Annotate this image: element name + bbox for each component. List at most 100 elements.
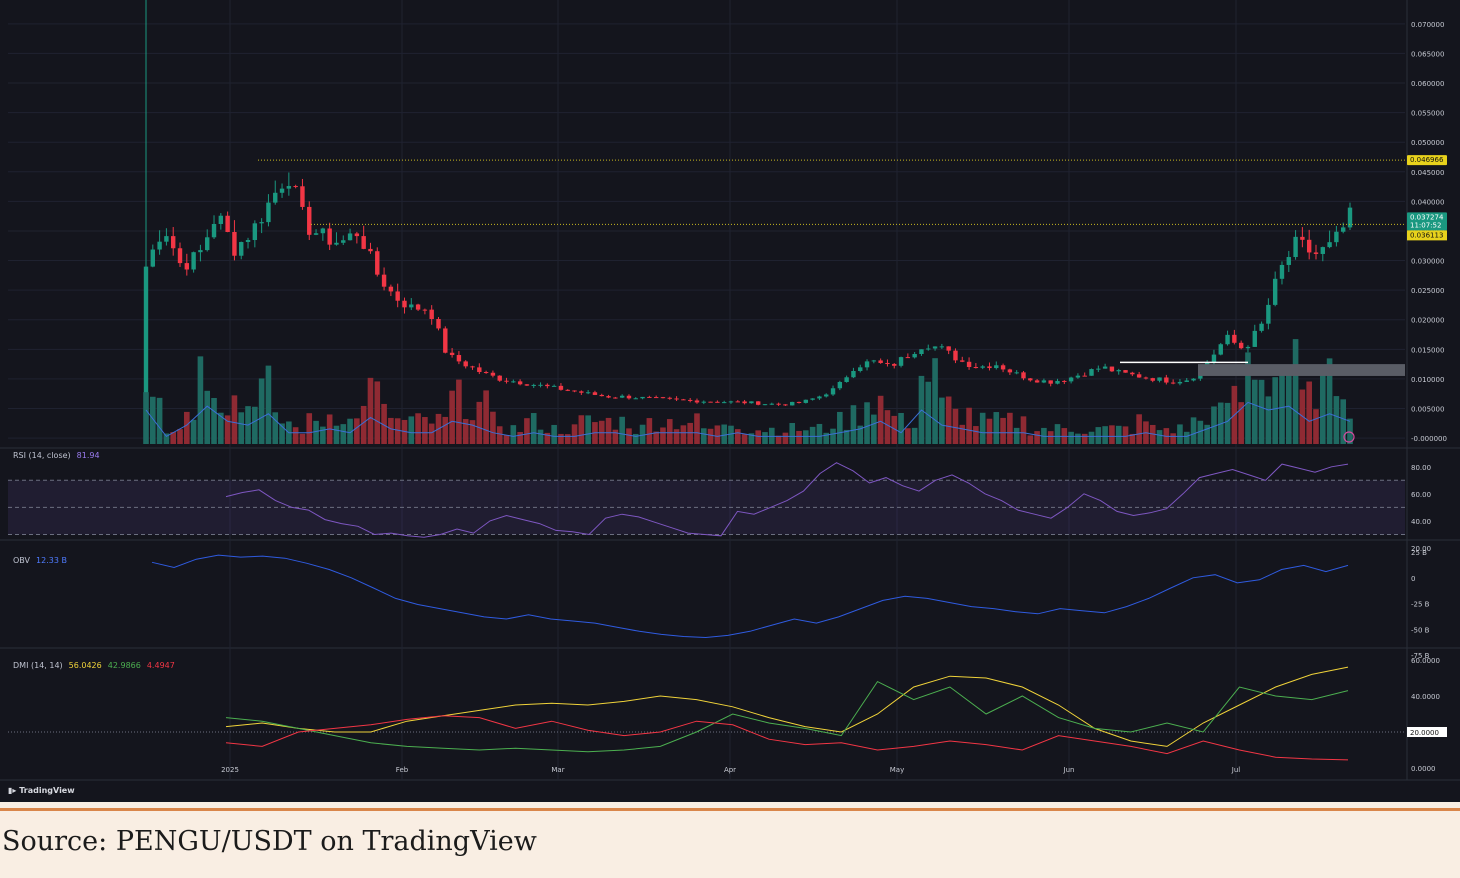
volume-bar	[714, 425, 721, 444]
volume-bar	[190, 419, 197, 444]
candle-body	[1177, 381, 1183, 384]
volume-bar	[694, 413, 700, 444]
volume-bar	[646, 418, 653, 444]
rsi-tick-label: 40.00	[1411, 518, 1431, 526]
candle-body	[885, 362, 890, 364]
volume-bar	[857, 425, 864, 444]
candle-body	[599, 394, 604, 397]
candle-body	[1327, 242, 1332, 248]
source-caption: Source: PENGU/USDT on TradingView	[2, 826, 537, 857]
volume-bar	[442, 416, 449, 444]
volume-bar	[367, 377, 374, 444]
volume-bar	[1306, 381, 1312, 444]
candle-body	[409, 304, 414, 308]
candle-body	[721, 402, 727, 404]
volume-bar	[204, 390, 211, 444]
candle-body	[1000, 365, 1006, 370]
candle-body	[640, 396, 645, 399]
volume-bar	[979, 412, 986, 444]
dmi-minus-value: 4.4947	[146, 661, 175, 670]
volume-bar	[1027, 435, 1034, 444]
candle-body	[449, 352, 455, 356]
volume-bar	[707, 428, 714, 444]
candle-body	[1116, 370, 1121, 372]
volume-bar	[551, 424, 557, 444]
volume-bar	[612, 429, 619, 444]
candle-body	[1238, 342, 1244, 349]
volume-bar	[360, 405, 367, 444]
volume-bar	[408, 416, 415, 444]
volume-bar	[762, 432, 768, 444]
volume-bar	[1020, 416, 1027, 444]
candle-body	[381, 274, 387, 287]
candle-body	[1075, 375, 1081, 378]
volume-bar	[1333, 396, 1340, 444]
candle-body	[585, 392, 591, 394]
volume-bar	[252, 406, 258, 444]
volume-bar	[755, 430, 762, 444]
candle-body	[1068, 377, 1074, 382]
candle-body	[667, 397, 672, 399]
candle-body	[1109, 366, 1115, 372]
candle-body	[592, 392, 598, 395]
support-price-tag-bg	[1407, 230, 1447, 241]
candle-body	[892, 363, 897, 366]
candle-body	[687, 399, 693, 401]
dmi-tick-label: 60.0000	[1411, 657, 1440, 665]
volume-bar	[490, 411, 496, 444]
candle-body	[1164, 377, 1169, 383]
candle-body	[1021, 372, 1026, 379]
candle-body	[415, 304, 421, 310]
volume-bar	[510, 425, 517, 444]
volume-bar	[238, 412, 245, 444]
tradingview-logo[interactable]: ▮▸ TradingView	[8, 786, 75, 795]
volume-bar	[660, 427, 666, 444]
support-price-tag: 0.036113	[1410, 231, 1443, 239]
volume-bar	[1088, 431, 1095, 444]
candle-body	[1041, 380, 1047, 383]
volume-bar	[1224, 402, 1231, 444]
candle-body	[830, 388, 836, 395]
volume-bar	[1265, 396, 1272, 444]
dmi-level-tag: 20.0000	[1410, 729, 1439, 737]
candle-body	[463, 361, 468, 367]
volume-bar	[1013, 427, 1020, 444]
volume-bar	[394, 418, 401, 444]
volume-bar	[823, 432, 830, 444]
last-price-tag-bg	[1407, 212, 1447, 231]
candle-body	[810, 398, 815, 400]
candle-body	[470, 366, 475, 368]
candle-body	[919, 349, 924, 355]
tradingview-chart[interactable]: 0.070000 0.065000 0.060000 0.055000 0.050000…	[0, 0, 1460, 802]
volume-bar	[1204, 424, 1210, 444]
rsi-band-fill	[8, 480, 1405, 535]
candle-body	[436, 318, 441, 329]
chart-canvas[interactable]: 0.070000 0.065000 0.060000 0.055000 0.050000…	[0, 0, 1460, 802]
price-tick-label: -0.000000	[1411, 435, 1447, 443]
volume-bar	[769, 427, 775, 444]
volume-bar	[1136, 414, 1142, 444]
volume-bar	[911, 427, 918, 444]
candle-body	[674, 398, 679, 400]
candle-body	[1170, 382, 1176, 384]
candle-body	[1313, 252, 1319, 254]
candle-body	[803, 399, 809, 403]
volume-bar	[687, 422, 693, 444]
volume-bar	[1007, 412, 1013, 444]
tradingview-brand: TradingView	[19, 786, 75, 795]
volume-bar	[265, 365, 272, 444]
candle-body	[878, 360, 883, 363]
candle-body	[198, 250, 203, 253]
candle-body	[905, 357, 911, 359]
candle-body	[157, 241, 162, 250]
volume-bar	[748, 433, 755, 444]
volume-bar	[864, 402, 870, 444]
volume-bar	[775, 435, 782, 444]
candle-body	[613, 397, 618, 399]
time-tick-label: Mar	[551, 766, 564, 774]
volume-bar	[524, 418, 530, 444]
volume-bar	[292, 427, 299, 444]
candle-body	[341, 240, 346, 243]
candle-body	[837, 381, 843, 389]
volume-bar	[530, 413, 537, 444]
